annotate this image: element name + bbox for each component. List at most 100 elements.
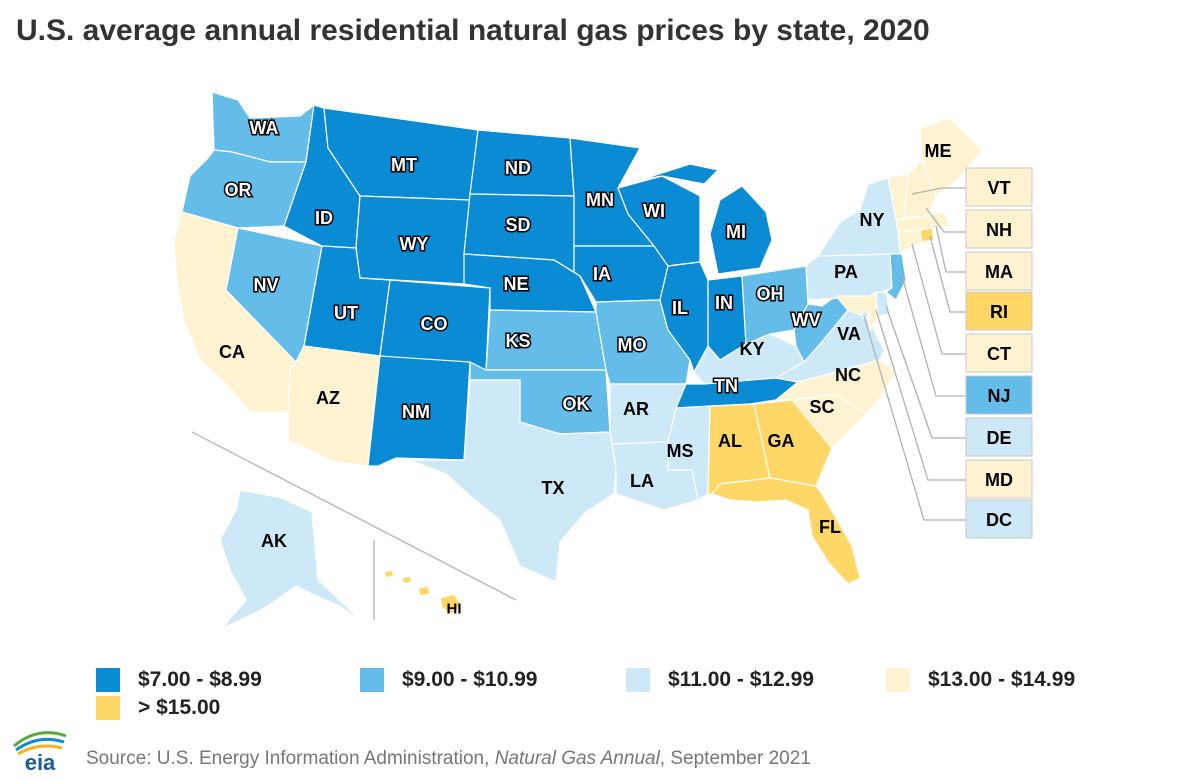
state-label-nm: NM (402, 402, 430, 422)
state-label-wi: WI (643, 201, 665, 221)
callout-label-vt: VT (987, 178, 1010, 198)
callout-box-nh[interactable]: NH (965, 209, 1033, 249)
inset-divider (191, 431, 517, 601)
state-label-sd: SD (505, 215, 530, 235)
legend-swatch-b1 (96, 668, 120, 692)
legend-swatch-b2 (360, 668, 384, 692)
state-label-id: ID (315, 208, 333, 228)
state-label-az: AZ (316, 388, 340, 408)
state-label-la: LA (630, 471, 654, 491)
legend-item-b5: > $15.00 (96, 696, 220, 720)
state-label-fl: FL (819, 517, 841, 537)
source-note: Source: U.S. Energy Information Administ… (86, 748, 811, 770)
state-label-mi: MI (726, 222, 746, 242)
legend-swatch-b4 (886, 668, 910, 692)
callout-box-ma[interactable]: MA (965, 251, 1033, 291)
callout-label-nj: NJ (987, 386, 1010, 406)
source-prefix: Source: U.S. Energy Information Administ… (86, 748, 495, 769)
callout-leaders (863, 187, 966, 521)
state-label-hi: HI (447, 601, 462, 618)
legend-label-b4: $13.00 - $14.99 (928, 668, 1076, 691)
state-label-co: CO (421, 314, 448, 334)
state-wy[interactable] (355, 195, 471, 285)
state-label-wv: WV (792, 310, 821, 330)
state-ct[interactable] (897, 229, 923, 253)
callout-box-de[interactable]: DE (965, 417, 1033, 457)
state-label-tx: TX (541, 478, 564, 498)
callout-box-vt[interactable]: VT (965, 167, 1033, 207)
state-label-ny: NY (859, 210, 884, 230)
callout-swatch-ma (965, 251, 1033, 291)
callout-swatch-vt (965, 167, 1033, 207)
source-suffix: , September 2021 (659, 748, 811, 769)
state-labels: WA OR CA NV ID MT WY UT AZ CO NM ND SD NE KS OK TX MN IA MO… (219, 117, 952, 618)
state-label-me: ME (925, 141, 952, 161)
state-label-in: IN (715, 293, 733, 313)
legend-item-b4: $13.00 - $14.99 (886, 668, 1075, 692)
state-label-mt: MT (391, 155, 417, 175)
state-label-ky: KY (739, 339, 764, 359)
state-ks[interactable] (485, 309, 607, 371)
state-label-mn: MN (586, 190, 614, 210)
state-label-nv: NV (253, 275, 278, 295)
callout-swatch-nj (965, 375, 1033, 415)
callout-box-nj[interactable]: NJ (965, 375, 1033, 415)
state-fl[interactable] (710, 477, 861, 585)
callout-swatch-ri (965, 291, 1033, 331)
eia-logo-text: eia (25, 750, 56, 774)
state-label-wa: WA (250, 118, 279, 138)
legend-label-b2: $9.00 - $10.99 (402, 668, 538, 691)
state-hi[interactable] (383, 569, 463, 615)
state-label-nd: ND (505, 158, 531, 178)
state-label-al: AL (718, 431, 742, 451)
legend-swatch-b3 (626, 668, 650, 692)
state-label-pa: PA (834, 262, 858, 282)
state-label-ne: NE (503, 274, 528, 294)
state-nj[interactable] (884, 253, 907, 301)
state-or[interactable] (181, 149, 307, 229)
state-label-ks: KS (505, 331, 530, 351)
callout-swatch-ct (965, 333, 1033, 373)
callout-label-ma: MA (985, 262, 1013, 282)
callout-box-dc[interactable]: DC (965, 499, 1033, 539)
state-label-or: OR (225, 180, 252, 200)
state-ak[interactable] (219, 489, 361, 629)
state-label-nc: NC (835, 365, 861, 385)
state-label-mo: MO (618, 335, 647, 355)
callout-label-ri: RI (990, 302, 1008, 322)
state-label-sc: SC (809, 397, 834, 417)
callout-swatch-de (965, 417, 1033, 457)
state-label-va: VA (837, 324, 861, 344)
state-tx[interactable] (409, 379, 617, 583)
state-label-ut: UT (334, 303, 358, 323)
eia-logo: eia (13, 731, 67, 774)
callout-boxes: VT NH MA RI CT NJ DE MD DC (965, 167, 1033, 539)
state-label-ga: GA (768, 431, 795, 451)
legend-item-b1: $7.00 - $8.99 (96, 668, 262, 692)
state-label-oh: OH (757, 284, 784, 304)
callout-label-ct: CT (987, 344, 1011, 364)
state-label-ar: AR (623, 399, 649, 419)
state-ga[interactable] (753, 399, 833, 487)
state-label-wy: WY (400, 234, 429, 254)
legend-swatch-b5 (96, 696, 120, 720)
callout-box-ct[interactable]: CT (965, 333, 1033, 373)
legend-label-b3: $11.00 - $12.99 (668, 668, 814, 691)
callout-swatch-dc (965, 499, 1033, 539)
state-label-il: IL (672, 298, 688, 318)
state-mi[interactable] (639, 163, 773, 275)
callout-swatch-nh (965, 209, 1033, 249)
state-md[interactable] (834, 290, 879, 332)
state-nh[interactable] (903, 158, 937, 219)
callout-label-nh: NH (986, 220, 1012, 240)
callout-label-de: DE (986, 428, 1011, 448)
callout-box-ri[interactable]: RI (965, 291, 1033, 331)
state-label-ms: MS (667, 441, 694, 461)
callout-swatch-md (965, 459, 1033, 499)
state-label-ak: AK (261, 531, 287, 551)
state-label-tn: TN (714, 376, 738, 396)
state-label-ia: IA (593, 264, 611, 284)
callout-box-md[interactable]: MD (965, 459, 1033, 499)
legend-item-b3: $11.00 - $12.99 (626, 668, 814, 692)
